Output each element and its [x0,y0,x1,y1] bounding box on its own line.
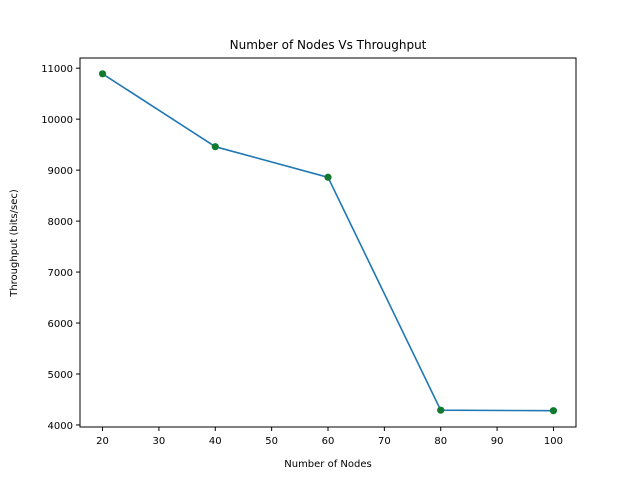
y-tick-label: 4000 [48,421,73,432]
y-tick-label: 10000 [41,115,73,126]
data-point [324,173,332,181]
y-tick-label: 6000 [48,319,73,330]
y-tick-label: 11000 [41,64,73,75]
plot-area: 20 30 40 50 60 70 80 90 100 4000 5000 6000 7000 8000 9… [41,57,577,447]
x-tick-label: 60 [322,436,335,447]
y-axis-label: Throughput (bits/sec) [9,189,20,298]
x-tick-label: 30 [153,436,166,447]
y-tick-label: 9000 [48,166,73,177]
data-point [211,143,219,151]
x-tick-label: 100 [544,436,563,447]
x-tick-label: 20 [96,436,109,447]
y-tick-label: 7000 [48,268,73,279]
data-point [549,407,558,415]
data-point [437,406,445,414]
x-tick-label: 70 [378,436,391,447]
x-tick-label: 50 [265,436,278,447]
data-point [98,70,107,78]
y-tick-label: 8000 [48,217,73,228]
x-tick-label: 40 [209,436,222,447]
y-tick-label: 5000 [48,370,73,381]
x-tick-label: 80 [434,436,447,447]
chart-title: Number of Nodes Vs Throughput [230,38,427,52]
x-axis-label: Number of Nodes [284,459,371,470]
x-tick-label: 90 [491,436,504,447]
